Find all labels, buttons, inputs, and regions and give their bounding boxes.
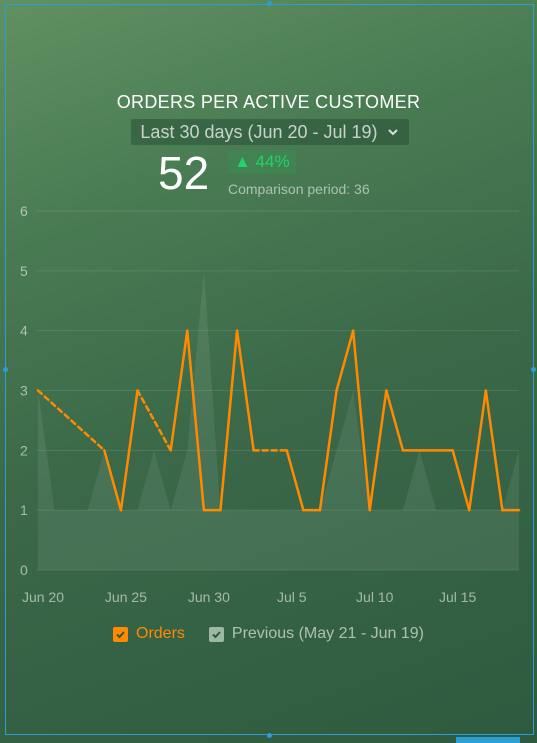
orders-line-segment	[119, 389, 139, 512]
legend-label-orders: Orders	[136, 625, 185, 642]
orders-line-segment	[368, 389, 388, 512]
x-tick-label: Jul 15	[439, 589, 477, 605]
x-axis: Jun 20 Jun 25 Jun 30 Jul 5 Jul 10 Jul 15	[22, 589, 477, 605]
line-chart: 0 1 2 3 4 5 6 Jun 20 Jun 25 Jun 30 Jul 5 Jul 10 Jul…	[20, 203, 521, 605]
orders-line-segment	[385, 389, 405, 452]
y-tick-label: 3	[20, 383, 28, 399]
y-tick-label: 5	[20, 263, 28, 279]
orders-line-segment	[36, 389, 106, 452]
y-tick-label: 0	[20, 562, 28, 578]
legend-label-previous: Previous (May 21 - Jun 19)	[231, 625, 424, 642]
comparison-text: Comparison period: 36	[228, 181, 370, 197]
orders-line-segment	[103, 449, 123, 512]
period-label: Last 30 days (Jun 20 - Jul 19)	[140, 121, 378, 142]
legend-item-orders[interactable]: Orders	[113, 625, 185, 643]
change-badge: ▲ 44%	[228, 150, 296, 174]
orders-line-segment	[335, 329, 355, 392]
orders-line-segment	[136, 389, 172, 452]
period-dropdown[interactable]: Last 30 days (Jun 20 - Jul 19)	[131, 119, 409, 145]
widget-title: ORDERS PER ACTIVE CUSTOMER	[116, 92, 421, 112]
legend: Orders Previous (May 21 - Jun 19)	[0, 625, 537, 643]
previous-series	[38, 270, 519, 570]
orders-line-segment	[484, 389, 504, 512]
orders-line-segment	[467, 389, 488, 512]
chevron-down-icon	[387, 129, 398, 136]
x-tick-label: Jul 10	[356, 589, 394, 605]
legend-item-previous[interactable]: Previous (May 21 - Jun 19)	[208, 625, 424, 643]
orders-line-segment	[186, 329, 206, 512]
y-tick-label: 6	[20, 203, 28, 219]
y-axis: 0 1 2 3 4 5 6	[20, 203, 28, 578]
orders-line-segment	[351, 329, 371, 512]
orders-line-segment	[219, 329, 239, 512]
orders-line-segment	[235, 329, 255, 452]
previous-area	[38, 270, 519, 570]
x-tick-label: Jun 30	[188, 589, 230, 605]
x-tick-label: Jun 25	[105, 589, 147, 605]
y-tick-label: 2	[20, 442, 28, 458]
checkbox-checked-icon[interactable]	[208, 626, 224, 642]
metric-value: 52	[158, 147, 210, 199]
x-tick-label: Jun 20	[22, 589, 64, 605]
orders-series	[36, 329, 521, 512]
orders-line-segment	[318, 389, 338, 512]
drag-tab[interactable]	[456, 737, 520, 743]
y-tick-label: 1	[20, 502, 28, 518]
orders-line-segment	[285, 449, 305, 512]
resize-handle-right[interactable]	[531, 367, 536, 372]
resize-handle-top[interactable]	[267, 1, 272, 6]
checkbox-checked-icon[interactable]	[113, 626, 128, 642]
orders-line-segment	[451, 449, 471, 512]
x-tick-label: Jul 5	[277, 589, 307, 605]
resize-handle-bottom[interactable]	[267, 733, 272, 738]
y-tick-label: 4	[20, 323, 28, 339]
orders-line-segment	[169, 329, 189, 452]
resize-handle-left[interactable]	[3, 367, 8, 372]
